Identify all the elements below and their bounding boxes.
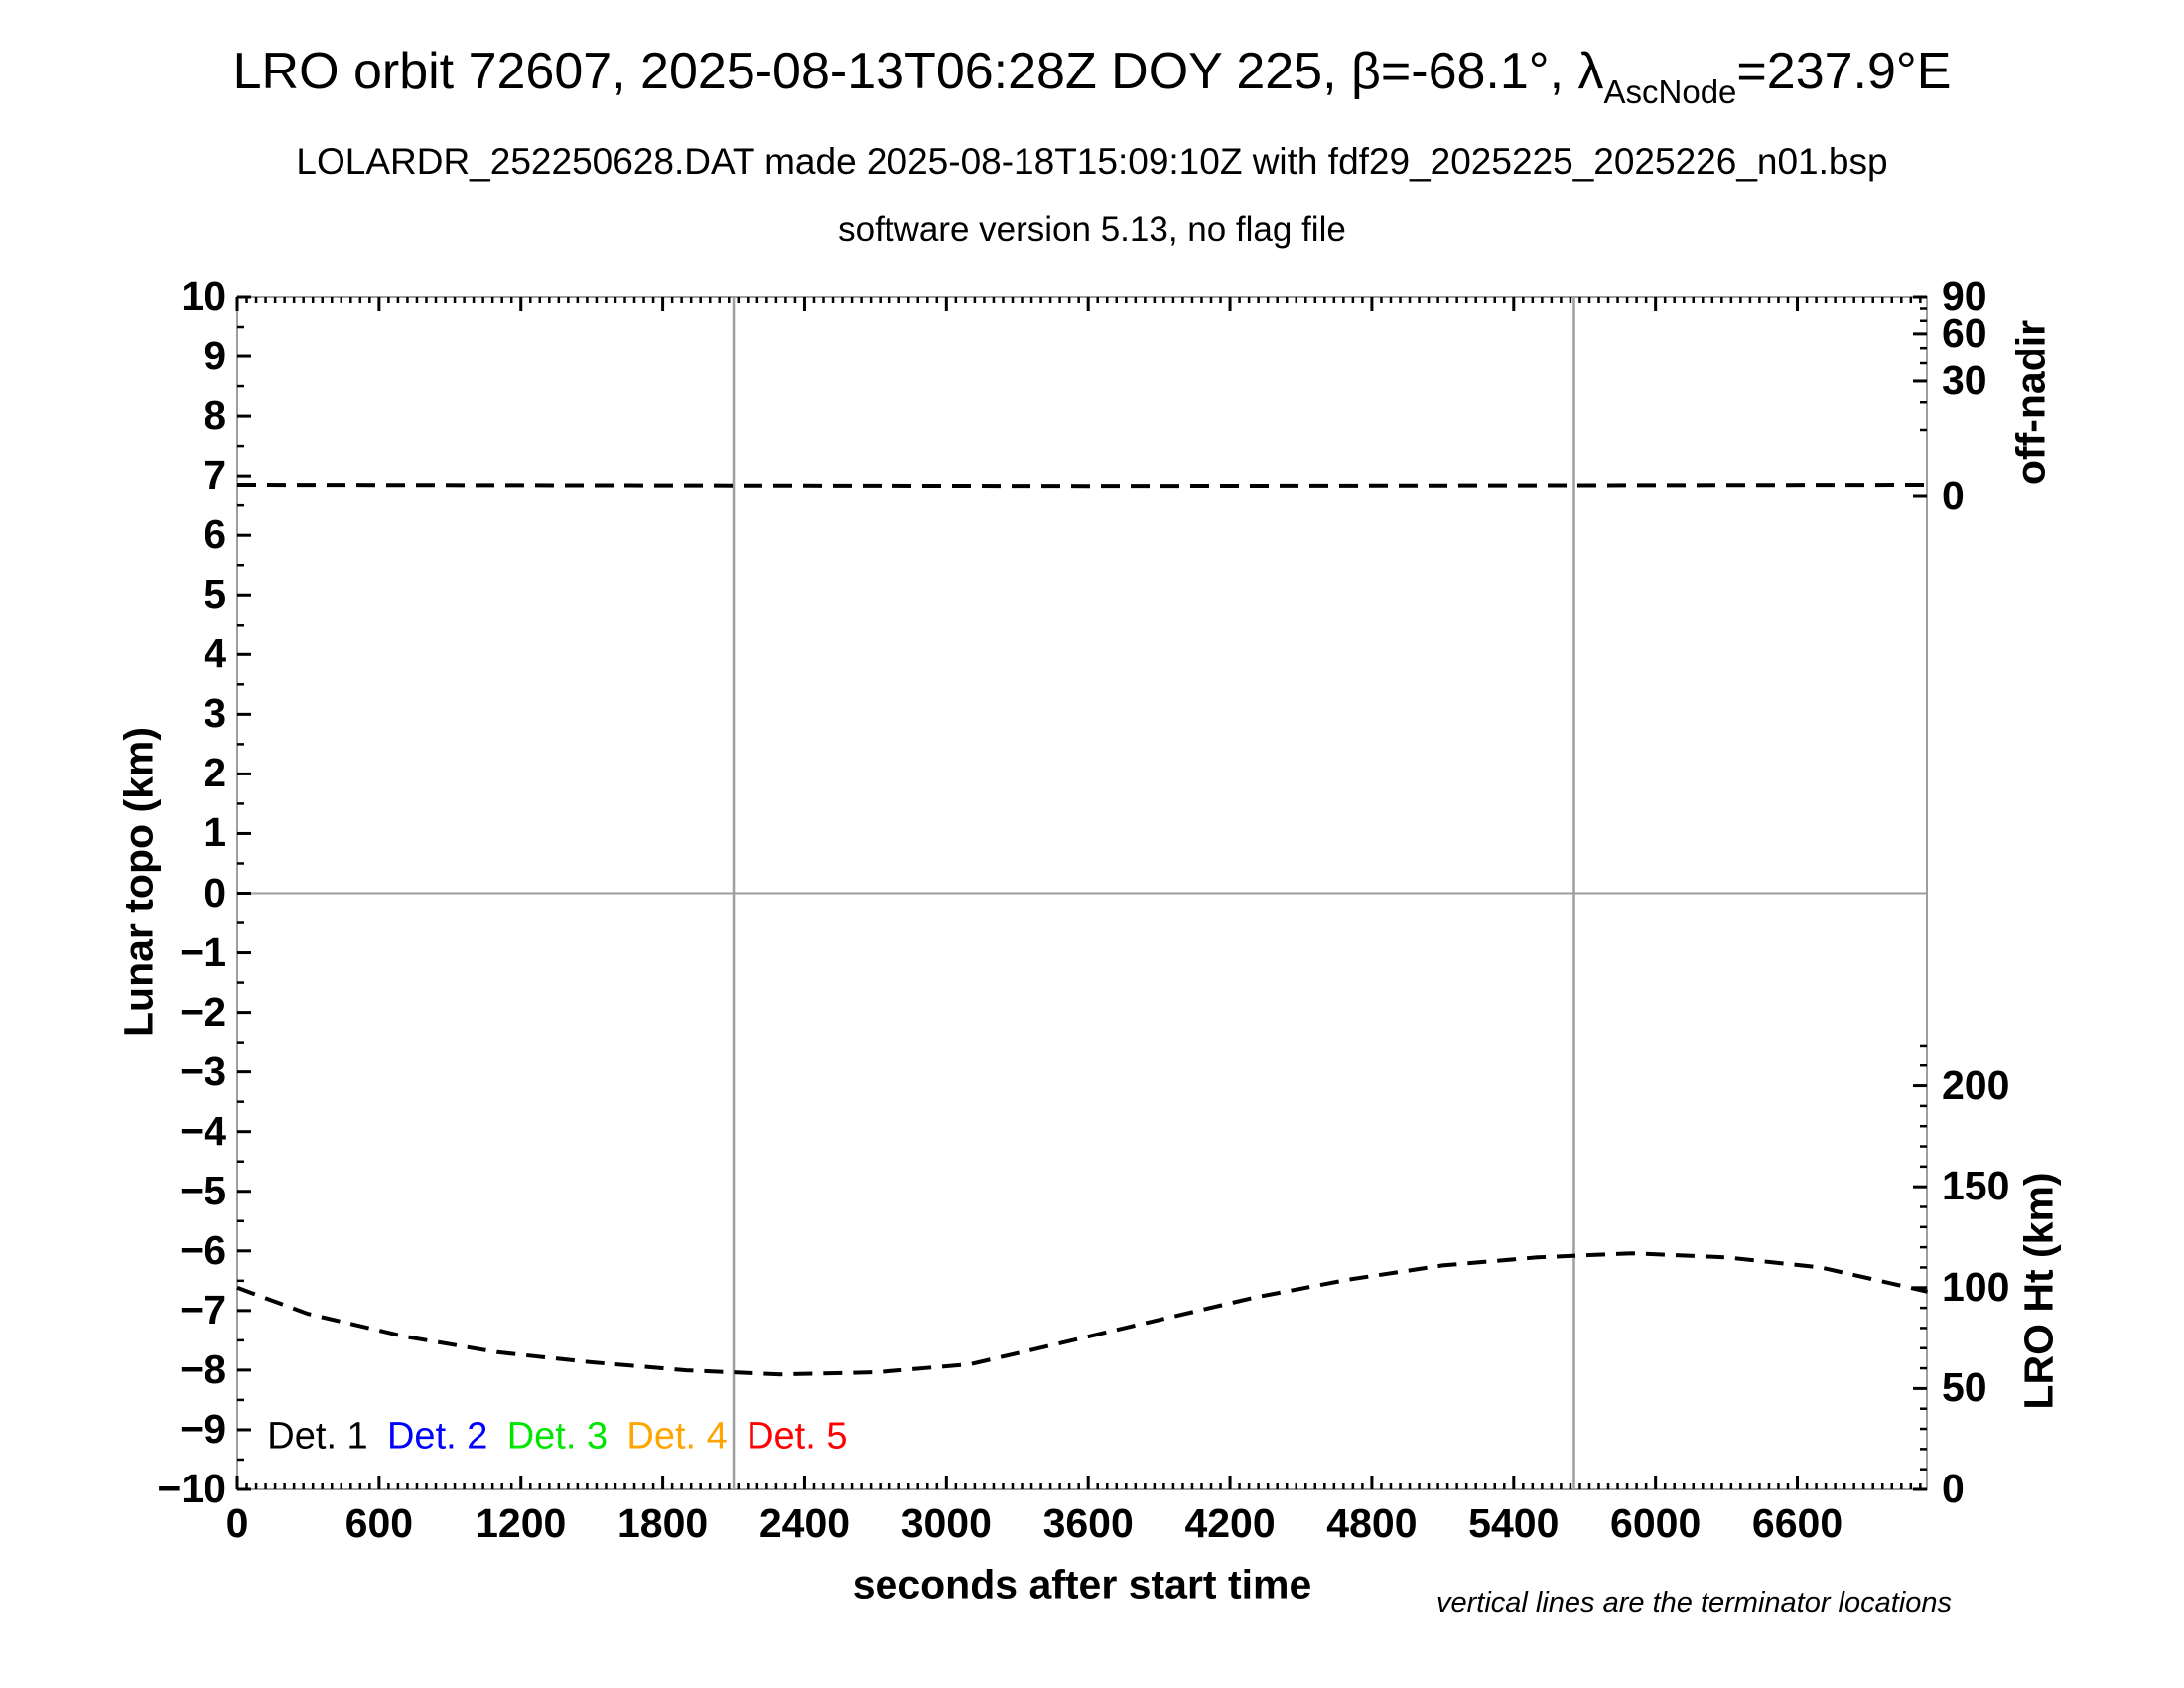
y-tick-label: −1	[180, 928, 226, 975]
lro-ht-tick-label: 150	[1942, 1163, 2010, 1209]
lro-ht-tick-label: 50	[1942, 1364, 1987, 1411]
x-tick-label: 4800	[1326, 1500, 1418, 1546]
legend-item-det-2: Det. 2	[386, 1415, 488, 1458]
y-tick-label: 6	[204, 511, 226, 558]
offnadir-tick-label: 0	[1942, 473, 1965, 518]
y-tick-label: 9	[204, 333, 226, 379]
lro-ht-axis-title: LRO Ht (km)	[2015, 1172, 2062, 1410]
x-tick-label: 600	[344, 1500, 414, 1546]
y-tick-label: 5	[204, 571, 226, 618]
legend-item-det-4: Det. 4	[626, 1415, 728, 1458]
x-tick-label: 3600	[1042, 1500, 1134, 1546]
y-tick-label: −4	[180, 1107, 226, 1154]
offnadir-tick-label: 60	[1942, 309, 1987, 355]
x-tick-label: 6000	[1610, 1500, 1702, 1546]
y-tick-label: −9	[180, 1405, 226, 1452]
legend-item-det-5: Det. 5	[747, 1415, 848, 1458]
offnadir-tick-label: 90	[1942, 273, 1987, 319]
x-tick-label: 1800	[616, 1500, 709, 1546]
y-tick-label: 3	[204, 690, 226, 737]
x-tick-label: 6600	[1751, 1500, 1843, 1546]
y-tick-label: 10	[181, 273, 226, 319]
offnadir-tick-label: 30	[1942, 356, 1987, 403]
y-tick-label: 4	[204, 631, 226, 677]
subtitle-software-version: software version 5.13, no flag file	[838, 211, 1346, 249]
x-axis-title: seconds after start time	[852, 1561, 1312, 1608]
subtitle-datafile: LOLARDR_252250628.DAT made 2025-08-18T15…	[296, 141, 1888, 182]
title-text-pre: LRO orbit 72607, 2025-08-13T06:28Z DOY 2…	[232, 43, 1604, 100]
y-tick-label: 8	[204, 392, 226, 439]
lro-ht-tick-label: 0	[1942, 1466, 1965, 1511]
x-tick-label: 1200	[476, 1500, 567, 1546]
y-tick-label: 2	[204, 750, 226, 796]
lro-ht-tick-label: 200	[1942, 1061, 2010, 1108]
y-tick-label: −2	[180, 988, 226, 1035]
x-tick-label: 0	[225, 1500, 249, 1546]
x-tick-label: 3000	[900, 1500, 992, 1546]
x-tick-label: 5400	[1468, 1500, 1560, 1546]
y-tick-label: 0	[204, 869, 226, 915]
y-tick-label: 1	[204, 809, 226, 856]
lro-ht-tick-label: 100	[1942, 1263, 2010, 1310]
x-tick-label: 2400	[758, 1500, 851, 1546]
terminator-footnote: vertical lines are the terminator locati…	[1435, 1587, 1952, 1618]
y-tick-label: −6	[180, 1226, 226, 1273]
y-tick-label: −3	[180, 1048, 226, 1094]
title-subscript: AscNode	[1603, 73, 1737, 110]
y-tick-label: −10	[157, 1466, 226, 1511]
x-tick-label: 4200	[1184, 1500, 1276, 1546]
legend-item-det-3: Det. 3	[506, 1415, 609, 1458]
lro-height-curve	[236, 1251, 1928, 1377]
off-nadir-curve	[236, 483, 1928, 489]
y-tick-label: −7	[180, 1286, 226, 1333]
title-text-post: =237.9°E	[1736, 43, 1952, 100]
y-tick-label: 7	[204, 452, 226, 498]
offnadir-axis-title: off-nadir	[2007, 319, 2054, 486]
y-tick-label: −5	[180, 1167, 226, 1213]
legend-item-det-1: Det. 1	[267, 1415, 368, 1458]
y-tick-label: −8	[180, 1345, 226, 1392]
page-title: LRO orbit 72607, 2025-08-13T06:28Z DOY 2…	[0, 42, 2184, 111]
